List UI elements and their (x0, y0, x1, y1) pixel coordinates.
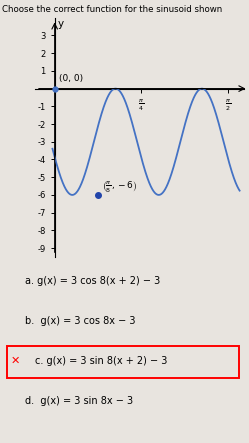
Text: y: y (58, 19, 64, 29)
Text: a. g(x) = 3 cos 8(x + 2) − 3: a. g(x) = 3 cos 8(x + 2) − 3 (25, 276, 160, 286)
Text: c. g(x) = 3 sin 8(x + 2) − 3: c. g(x) = 3 sin 8(x + 2) − 3 (35, 356, 167, 366)
Text: b.  g(x) = 3 cos 8x − 3: b. g(x) = 3 cos 8x − 3 (25, 316, 135, 326)
Text: $\left(\frac{\pi}{8}, -6\right)$: $\left(\frac{\pi}{8}, -6\right)$ (102, 180, 138, 195)
Text: ✕: ✕ (10, 356, 20, 366)
Text: d.  g(x) = 3 sin 8x − 3: d. g(x) = 3 sin 8x − 3 (25, 396, 133, 406)
Text: (0, 0): (0, 0) (59, 74, 83, 83)
Text: Choose the correct function for the sinusoid shown: Choose the correct function for the sinu… (2, 5, 223, 14)
